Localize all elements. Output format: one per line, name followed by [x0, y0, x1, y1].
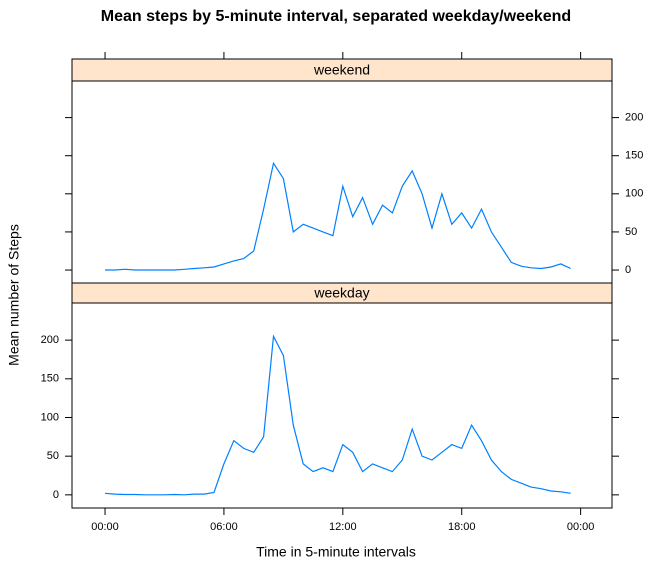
y-tick-label: 0 [625, 264, 631, 276]
y-tick-label: 200 [625, 111, 643, 123]
y-tick-label: 150 [625, 150, 643, 162]
x-tick-label: 18:00 [448, 521, 476, 533]
x-tick-label: 00:00 [91, 521, 119, 533]
panel [71, 302, 613, 509]
y-tick-label: 50 [625, 226, 637, 238]
x-tick-label: 06:00 [210, 521, 238, 533]
y-tick-label: 0 [53, 489, 59, 501]
y-tick-label: 150 [41, 373, 59, 385]
x-tick-label: 12:00 [329, 521, 357, 533]
y-axis-label: Mean number of Steps [6, 224, 22, 366]
y-tick-label: 200 [41, 334, 59, 346]
x-axis-label: Time in 5-minute intervals [256, 544, 416, 560]
x-tick-label: 00:00 [567, 521, 595, 533]
y-tick-label: 50 [47, 450, 59, 462]
chart-title: Mean steps by 5-minute interval, separat… [101, 8, 571, 25]
series-line [104, 334, 571, 496]
strip-label: weekend [313, 62, 370, 78]
series-line [105, 161, 571, 271]
strip-label: weekday [313, 285, 369, 301]
y-tick-label: 100 [41, 411, 59, 423]
y-tick-label: 100 [625, 188, 643, 200]
